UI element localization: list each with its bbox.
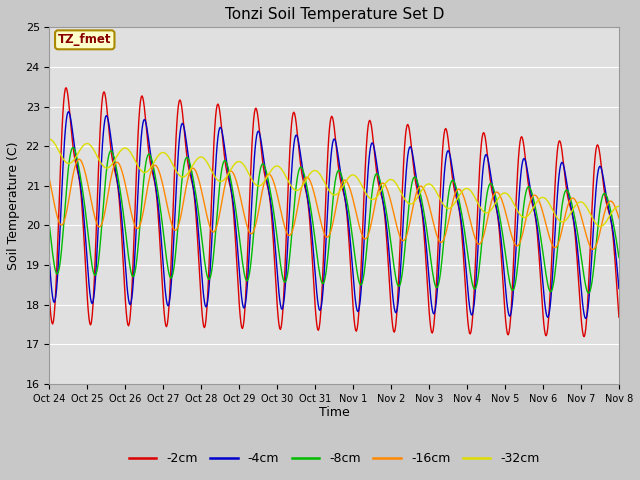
X-axis label: Time: Time (319, 407, 349, 420)
Title: Tonzi Soil Temperature Set D: Tonzi Soil Temperature Set D (225, 7, 444, 22)
Y-axis label: Soil Temperature (C): Soil Temperature (C) (7, 142, 20, 270)
Text: TZ_fmet: TZ_fmet (58, 33, 111, 47)
Legend: -2cm, -4cm, -8cm, -16cm, -32cm: -2cm, -4cm, -8cm, -16cm, -32cm (124, 447, 545, 470)
